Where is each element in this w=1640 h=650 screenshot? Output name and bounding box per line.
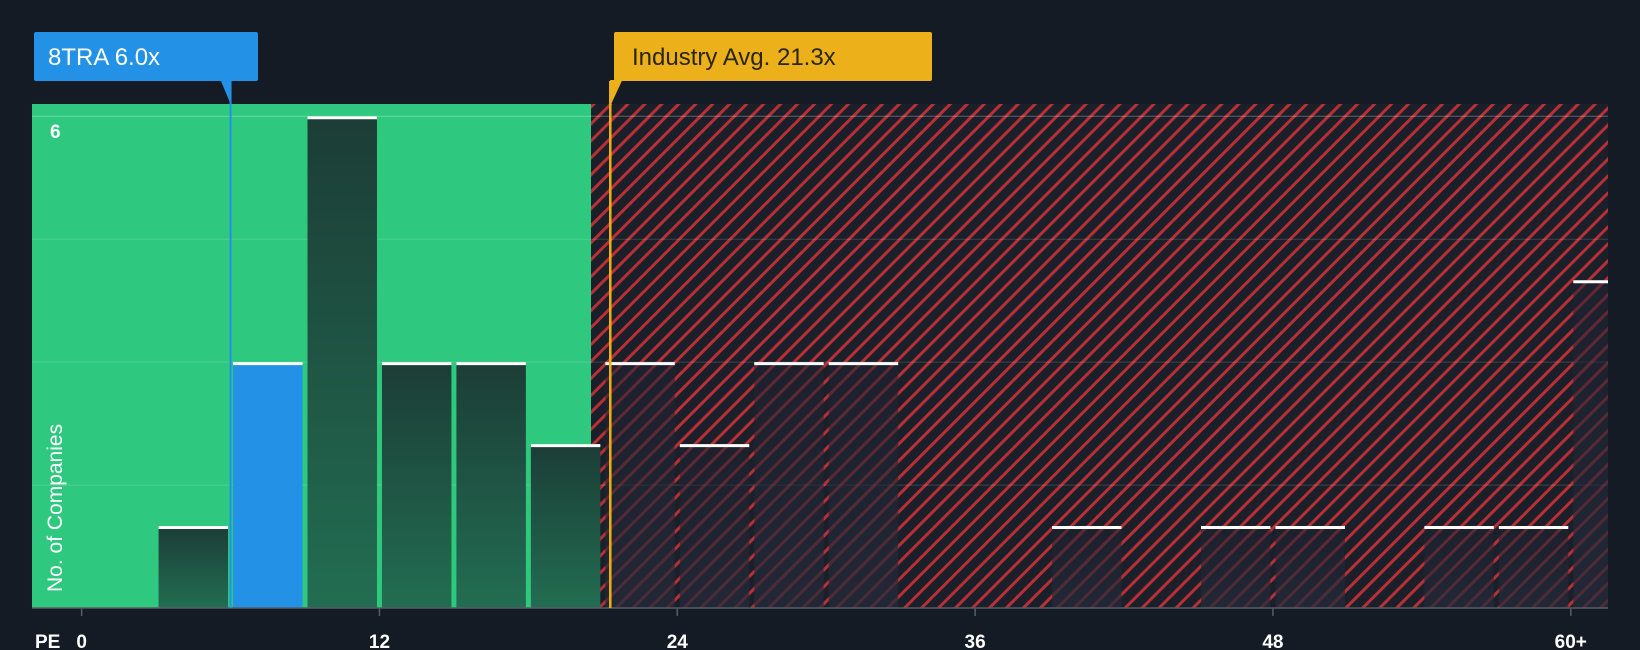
x-tick-label: 24 xyxy=(667,632,689,650)
x-axis-ticks: 0 12 24 36 48 60+ xyxy=(76,608,1587,650)
industry-callout: Industry Avg. 21.3x xyxy=(610,32,932,106)
industry-callout-pointer xyxy=(610,80,623,106)
histogram-bar xyxy=(679,444,750,608)
x-tick-label: 36 xyxy=(965,632,986,650)
x-tick-label: 60+ xyxy=(1555,632,1587,650)
company-callout-label: 8TRA 6.0x xyxy=(48,44,160,71)
histogram-bar xyxy=(456,362,526,608)
histogram-bar xyxy=(1275,526,1345,608)
histogram-bar xyxy=(530,444,601,608)
industry-callout-label: Industry Avg. 21.3x xyxy=(632,44,836,71)
x-tick-label: 48 xyxy=(1262,632,1283,650)
histogram-bar xyxy=(1424,526,1494,608)
company-callout: 8TRA 6.0x xyxy=(34,32,258,104)
y-axis-title: No. of Companies xyxy=(44,424,67,592)
industry-callout-box xyxy=(614,32,932,81)
company-callout-box xyxy=(34,32,258,81)
histogram-bar xyxy=(1573,280,1608,608)
histogram-bar xyxy=(233,362,303,608)
histogram-bar xyxy=(1498,526,1569,608)
company-callout-pointer xyxy=(220,80,231,104)
histogram-bar xyxy=(381,362,452,608)
histogram-bar xyxy=(754,362,824,608)
histogram-bar xyxy=(1200,526,1271,608)
histogram-bar xyxy=(307,116,377,608)
histogram-bar xyxy=(828,362,899,608)
histogram-bar xyxy=(1052,526,1122,608)
x-tick-label: 0 xyxy=(76,632,87,650)
x-axis-title: PE xyxy=(35,632,60,650)
histogram-bar xyxy=(158,526,229,608)
histogram-bars xyxy=(158,116,1608,608)
x-tick-label: 12 xyxy=(369,632,390,650)
histogram-bar xyxy=(605,362,675,608)
y-tick-label: 6 xyxy=(50,122,61,143)
